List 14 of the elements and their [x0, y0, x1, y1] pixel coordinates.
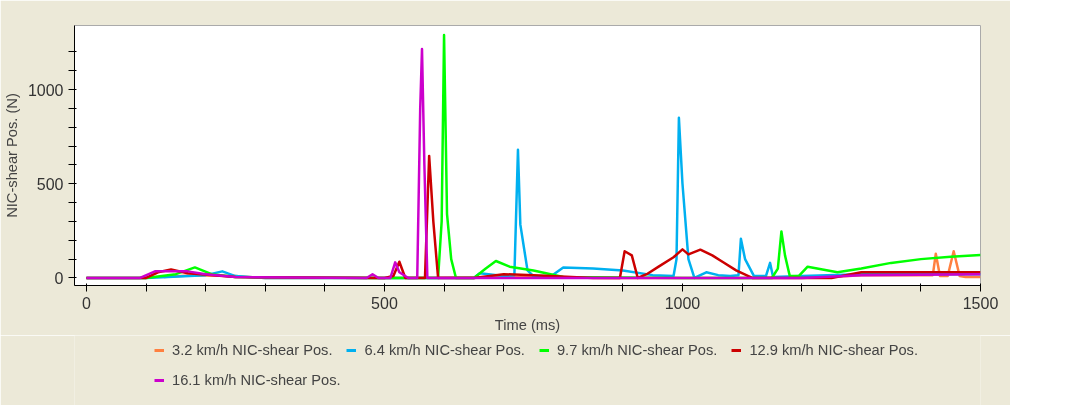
legend-label: 16.1 km/h NIC-shear Pos. — [172, 372, 341, 388]
legend-label: 9.7 km/h NIC-shear Pos. — [556, 342, 718, 358]
y-tick-label: 1000 — [27, 81, 64, 99]
y-tick-label: 0 — [54, 269, 64, 287]
x-axis-title: Time (ms) — [494, 316, 561, 333]
legend-label: 3.2 km/h NIC-shear Pos. — [172, 342, 333, 358]
legend-label: 6.4 km/h NIC-shear Pos. — [364, 342, 525, 358]
x-tick-label: 0 — [81, 294, 91, 312]
x-tick-label: 1500 — [962, 294, 999, 312]
x-tick-label: 500 — [371, 294, 398, 312]
y-tick-label: 500 — [36, 175, 64, 193]
legend-label: 12.9 km/h NIC-shear Pos. — [749, 342, 919, 358]
x-tick-label: 1000 — [664, 294, 701, 312]
y-axis-title: NIC-shear Pos. (N) — [3, 93, 20, 218]
